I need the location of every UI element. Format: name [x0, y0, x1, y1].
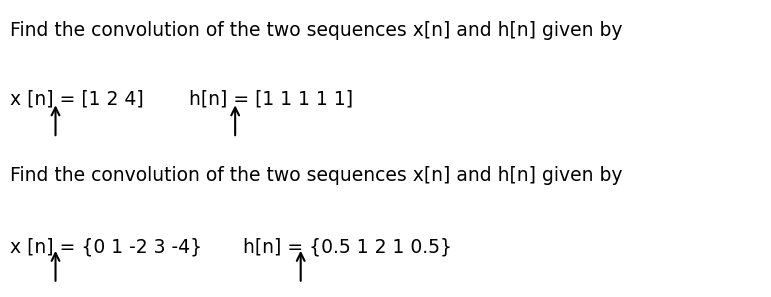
Text: h[n] = {0.5 1 2 1 0.5}: h[n] = {0.5 1 2 1 0.5} [243, 238, 452, 257]
Text: x [n] = [1 2 4]: x [n] = [1 2 4] [10, 89, 143, 108]
Text: x [n] = {0 1 -2 3 -4}: x [n] = {0 1 -2 3 -4} [10, 238, 202, 257]
Text: h[n] = [1 1 1 1 1]: h[n] = [1 1 1 1 1] [189, 89, 353, 108]
Text: Find the convolution of the two sequences x[n] and h[n] given by: Find the convolution of the two sequence… [10, 21, 622, 40]
Text: Find the convolution of the two sequences x[n] and h[n] given by: Find the convolution of the two sequence… [10, 166, 622, 185]
